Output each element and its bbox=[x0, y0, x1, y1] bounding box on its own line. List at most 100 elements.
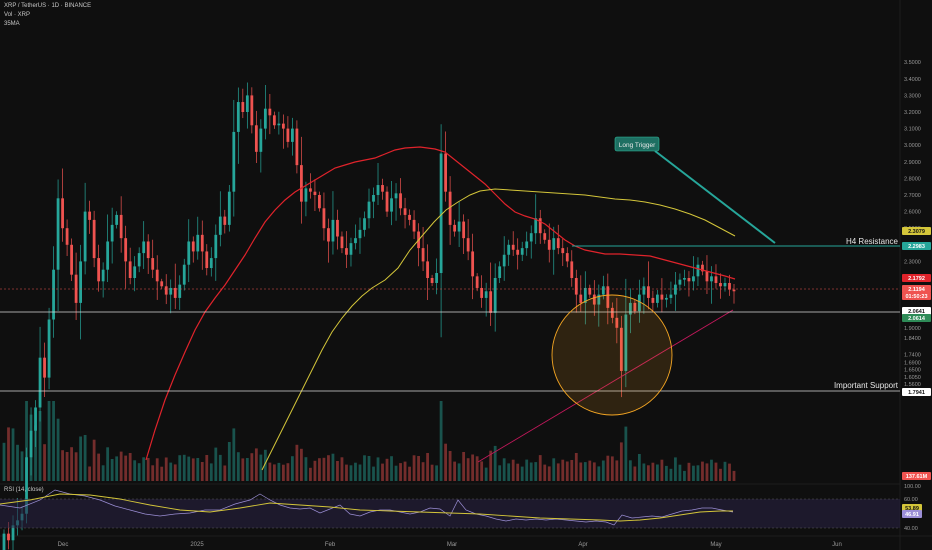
volume-bar bbox=[56, 418, 60, 481]
candle bbox=[606, 286, 610, 308]
volume-bar bbox=[674, 457, 677, 481]
volume-bar bbox=[232, 428, 236, 481]
volume-bar bbox=[115, 456, 119, 481]
long-trigger-label: Long Trigger bbox=[619, 142, 656, 149]
price-label: 2.2983 bbox=[908, 244, 925, 250]
candle bbox=[286, 128, 290, 142]
volume-bar bbox=[493, 445, 497, 481]
volume-bar bbox=[692, 465, 695, 481]
volume-bar bbox=[588, 460, 592, 481]
volume-bar bbox=[448, 451, 452, 481]
candle bbox=[547, 239, 551, 250]
x-axis-tick: Dec bbox=[58, 542, 69, 548]
candle bbox=[2, 533, 6, 550]
volume-bar bbox=[547, 466, 551, 481]
volume-bar bbox=[705, 463, 709, 481]
h4-resistance-label: H4 Resistance bbox=[846, 237, 899, 246]
volume-bar bbox=[313, 460, 317, 481]
volume-bar bbox=[556, 463, 560, 481]
candle bbox=[710, 276, 713, 282]
candle bbox=[615, 317, 619, 328]
candle bbox=[137, 253, 141, 267]
candle bbox=[200, 234, 204, 252]
volume-bar bbox=[88, 466, 92, 481]
volume-bar bbox=[43, 444, 46, 481]
y-axis-tick: 3.3000 bbox=[904, 93, 921, 99]
candle bbox=[723, 282, 727, 287]
volume-bar bbox=[196, 458, 200, 481]
candle bbox=[38, 357, 42, 408]
volume-bar bbox=[151, 465, 155, 481]
candle bbox=[655, 294, 659, 303]
volume-bar bbox=[97, 453, 101, 481]
y-axis-tick: 3.2000 bbox=[904, 110, 921, 116]
y-axis-tick: 1.6500 bbox=[904, 367, 921, 373]
volume-bar bbox=[173, 464, 177, 481]
volume-bar bbox=[250, 453, 254, 481]
volume-bar bbox=[169, 462, 173, 481]
candle bbox=[164, 286, 168, 295]
x-axis-tick: Mar bbox=[447, 542, 457, 548]
candle bbox=[444, 153, 448, 192]
candle bbox=[295, 128, 299, 166]
candle bbox=[277, 123, 281, 126]
candle bbox=[56, 198, 60, 270]
candle bbox=[367, 201, 371, 219]
candle bbox=[47, 319, 51, 378]
volume-bar bbox=[719, 468, 722, 481]
volume-bar bbox=[236, 452, 240, 481]
volume-bar bbox=[363, 455, 366, 481]
volume-bar bbox=[471, 454, 475, 481]
candle bbox=[272, 115, 276, 126]
volume-bar bbox=[209, 463, 213, 481]
candle bbox=[480, 287, 484, 298]
candle bbox=[196, 234, 200, 252]
candle bbox=[435, 273, 438, 283]
price-label-bg bbox=[902, 227, 931, 235]
candle bbox=[340, 236, 344, 249]
volume-bar bbox=[480, 461, 484, 481]
volume-bar bbox=[124, 455, 128, 481]
long-trigger-label-box bbox=[614, 136, 660, 152]
volume-bar bbox=[349, 465, 353, 481]
volume-bar bbox=[295, 444, 299, 481]
volume-bar bbox=[710, 459, 713, 481]
price-label-bg bbox=[902, 388, 931, 396]
candle bbox=[493, 278, 497, 313]
candle bbox=[597, 294, 601, 305]
price-label: 2.0641 bbox=[908, 309, 925, 315]
candle bbox=[178, 284, 182, 298]
volume-bar bbox=[520, 466, 524, 481]
volume-bar bbox=[47, 401, 51, 481]
candle bbox=[218, 216, 222, 235]
volume-bar bbox=[331, 453, 335, 481]
candle bbox=[588, 287, 592, 295]
price-label-bg bbox=[902, 472, 931, 480]
volume-bar bbox=[381, 463, 384, 481]
volume-bar bbox=[651, 462, 655, 481]
candle bbox=[430, 278, 434, 283]
volume-bar bbox=[259, 454, 263, 481]
candle bbox=[349, 243, 353, 255]
candle bbox=[705, 271, 709, 282]
volume-bar bbox=[444, 443, 448, 481]
candle bbox=[110, 224, 114, 242]
volume-bar bbox=[277, 462, 281, 481]
volume-bar bbox=[290, 456, 294, 481]
candle bbox=[633, 302, 637, 312]
candle bbox=[304, 188, 308, 202]
volume-bar bbox=[592, 462, 596, 481]
candle bbox=[651, 297, 655, 303]
volume-bar bbox=[574, 453, 578, 481]
price-label-bg bbox=[902, 242, 931, 250]
volume-bar bbox=[304, 457, 308, 481]
volume-bar bbox=[142, 457, 146, 481]
volume-bar bbox=[394, 465, 398, 481]
volume-bar bbox=[426, 453, 429, 481]
volume-bar bbox=[227, 442, 231, 481]
y-axis-tick: 1.9000 bbox=[904, 326, 921, 332]
volume-bar bbox=[263, 449, 267, 481]
rsi-axis-tick: 100.00 bbox=[904, 484, 921, 490]
